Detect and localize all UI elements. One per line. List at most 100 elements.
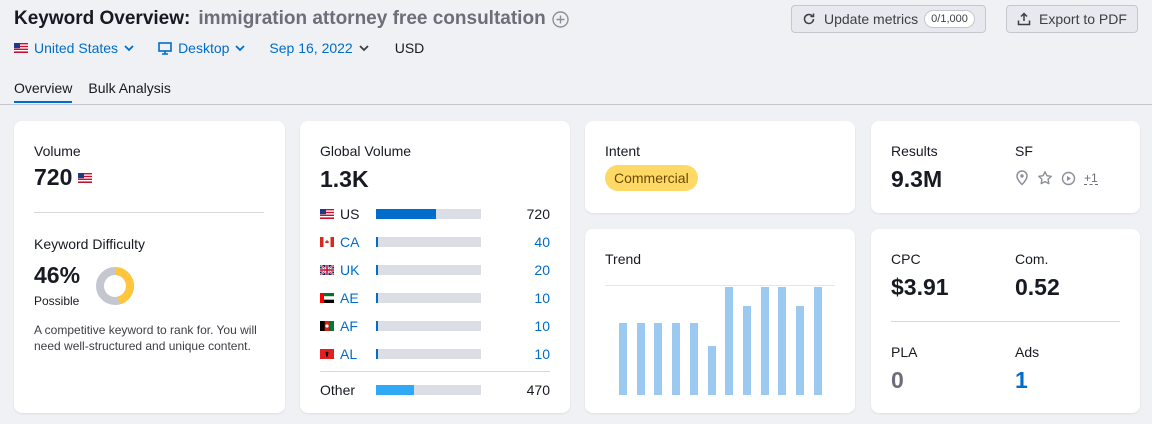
export-icon [1017, 12, 1031, 26]
uk-flag-icon [320, 265, 334, 275]
global-volume-card: Global Volume 1.3K US 720 CA 40 UK 20 AE… [300, 121, 570, 413]
title-label: Keyword Overview: [14, 8, 191, 29]
country-code: AE [340, 290, 359, 306]
export-pdf-button[interactable]: Export to PDF [1006, 5, 1138, 33]
trend-bar [654, 322, 663, 395]
cpc-value: $3.91 [891, 274, 949, 300]
keyword-title: immigration attorney free consultation [198, 8, 546, 29]
pla-label: PLA [891, 344, 918, 360]
date-label: Sep 16, 2022 [269, 40, 353, 56]
results-value: 9.3M [891, 166, 943, 192]
volume-bar [376, 349, 481, 359]
country-selector[interactable]: United States [14, 40, 134, 56]
volume-bar [376, 237, 481, 247]
country-code: CA [340, 234, 360, 250]
page-title: Keyword Overview: immigration attorney f… [14, 8, 569, 30]
results-label: Results [891, 143, 938, 159]
sf-more-link[interactable]: +1 [1084, 170, 1098, 185]
date-selector[interactable]: Sep 16, 2022 [269, 40, 369, 56]
update-metrics-label: Update metrics [824, 11, 919, 27]
keyword-difficulty-level: Possible [34, 294, 80, 308]
ads-value[interactable]: 1 [1015, 367, 1028, 393]
global-volume-label: Global Volume [320, 143, 412, 159]
country-code: AF [340, 318, 358, 334]
keyword-difficulty-value: 46% [34, 262, 81, 288]
tab-bulk-analysis[interactable]: Bulk Analysis [88, 80, 171, 96]
cpc-card: CPC $3.91 Com. 0.52 PLA 0 Ads 1 [871, 229, 1140, 413]
location-pin-icon [1015, 170, 1029, 186]
other-label: Other [320, 382, 356, 398]
competition-value: 0.52 [1015, 274, 1060, 300]
cpc-label: CPC [891, 251, 921, 267]
trend-bar [689, 322, 698, 395]
ae-flag-icon [320, 293, 334, 303]
country-volume: 40 [534, 234, 550, 250]
trend-chart [605, 285, 835, 395]
us-flag-icon [14, 43, 28, 53]
results-card: Results 9.3M SF +1 [871, 121, 1140, 213]
country-row-ae[interactable]: AE 10 [320, 289, 550, 307]
tab-bar: Overview Bulk Analysis [14, 80, 187, 103]
divider [34, 212, 264, 213]
chevron-down-icon [235, 44, 246, 52]
device-label: Desktop [178, 40, 230, 56]
volume-card: Volume 720 Keyword Difficulty 46% Possib… [14, 121, 285, 413]
country-row-al[interactable]: AL 10 [320, 345, 550, 363]
country-volume: 10 [534, 346, 550, 362]
country-label: United States [34, 40, 119, 56]
trend-bar [725, 287, 734, 395]
trend-bar [707, 346, 716, 395]
volume-label: Volume [34, 143, 81, 159]
device-selector[interactable]: Desktop [158, 40, 246, 56]
af-flag-icon [320, 321, 334, 331]
trend-bar [672, 322, 681, 395]
volume-bar [376, 265, 481, 275]
us-flag-icon [320, 209, 334, 219]
divider [891, 321, 1120, 322]
country-row-uk[interactable]: UK 20 [320, 261, 550, 279]
ca-flag-icon [320, 237, 334, 247]
country-volume: 10 [534, 318, 550, 334]
intent-label: Intent [605, 143, 641, 159]
al-flag-icon [320, 349, 334, 359]
global-volume-value: 1.3K [320, 166, 369, 192]
export-pdf-label: Export to PDF [1039, 11, 1127, 27]
volume-bar [376, 293, 481, 303]
currency-label: USD [394, 40, 425, 56]
pla-value: 0 [891, 367, 904, 393]
chevron-down-icon [124, 44, 134, 52]
update-metrics-count: 0/1,000 [924, 10, 975, 28]
trend-bar [760, 287, 769, 395]
country-code: US [340, 206, 360, 222]
intent-badge: Commercial [605, 165, 698, 191]
intent-card: Intent Commercial [585, 121, 855, 213]
ads-label: Ads [1015, 344, 1040, 360]
country-volume: 20 [534, 262, 550, 278]
trend-bar [813, 287, 822, 395]
trend-label: Trend [605, 251, 642, 267]
page-header: Keyword Overview: immigration attorney f… [0, 0, 1152, 105]
sf-label: SF [1015, 143, 1033, 159]
trend-bar [778, 287, 787, 395]
country-row-ca[interactable]: CA 40 [320, 233, 550, 251]
volume-bar [376, 321, 481, 331]
volume-bar [376, 209, 481, 219]
trend-bar [796, 306, 804, 395]
country-volume: 720 [526, 206, 550, 222]
trend-bar [619, 322, 627, 395]
refresh-icon [802, 12, 816, 26]
trend-bar [636, 322, 645, 395]
add-to-list-icon[interactable] [551, 10, 569, 28]
competition-label: Com. [1015, 251, 1049, 267]
volume-value: 720 [34, 164, 73, 190]
us-flag-icon [78, 172, 93, 183]
country-row-af[interactable]: AF 10 [320, 317, 550, 335]
country-code: UK [340, 262, 360, 278]
trend-bar [742, 306, 751, 395]
filters-bar: United States Desktop Sep 16, 2022 USD [14, 40, 448, 56]
country-row-other: Other 470 [320, 381, 550, 399]
update-metrics-button[interactable]: Update metrics 0/1,000 [791, 5, 986, 33]
country-row-us: US 720 [320, 205, 550, 223]
tab-overview[interactable]: Overview [14, 80, 73, 103]
country-code: AL [340, 346, 358, 362]
